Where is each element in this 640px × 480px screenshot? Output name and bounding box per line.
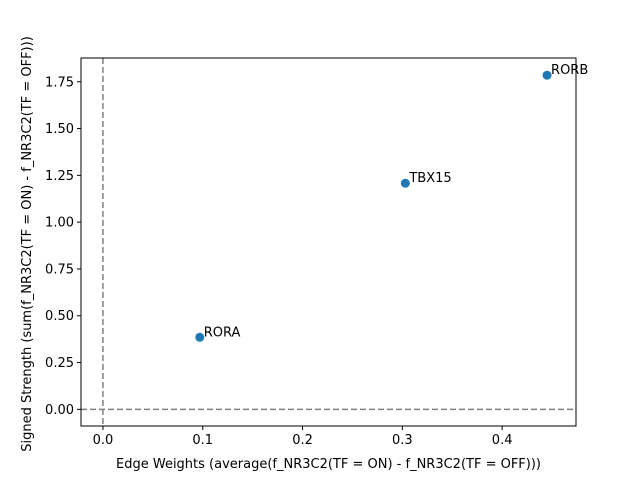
x-tick-label: 0.0	[93, 433, 114, 448]
x-axis-label: Edge Weights (average(f_NR3C2(TF = ON) -…	[116, 457, 541, 472]
y-tick-label: 0.00	[45, 403, 74, 418]
y-tick-label: 1.75	[45, 75, 74, 90]
point-label: RORB	[551, 63, 588, 78]
data-points	[195, 70, 552, 342]
x-tick-label: 0.3	[392, 433, 413, 448]
y-tick-label: 0.75	[45, 262, 74, 277]
reference-lines	[81, 58, 576, 426]
y-tick-label: 0.25	[45, 356, 74, 371]
y-tick-label: 1.25	[45, 169, 74, 184]
x-axis-ticks: 0.0 0.1 0.2 0.3 0.4	[93, 426, 513, 448]
y-axis-label: Signed Strength (sum(f_NR3C2(TF = ON) - …	[20, 36, 35, 452]
x-tick-label: 0.4	[492, 433, 513, 448]
y-axis-ticks: 0.00 0.25 0.50 0.75 1.00 1.25 1.50 1.75	[45, 75, 81, 418]
data-point	[542, 70, 552, 80]
y-tick-label: 1.00	[45, 216, 74, 231]
point-labels: RORA TBX15 RORB	[204, 63, 589, 340]
data-point	[195, 332, 205, 342]
data-point	[400, 178, 410, 188]
x-tick-label: 0.1	[192, 433, 213, 448]
y-tick-label: 0.50	[45, 309, 74, 324]
y-tick-label: 1.50	[45, 122, 74, 137]
point-label: RORA	[204, 325, 241, 340]
x-tick-label: 0.2	[292, 433, 313, 448]
plot-frame	[80, 57, 577, 427]
point-label: TBX15	[408, 171, 451, 186]
